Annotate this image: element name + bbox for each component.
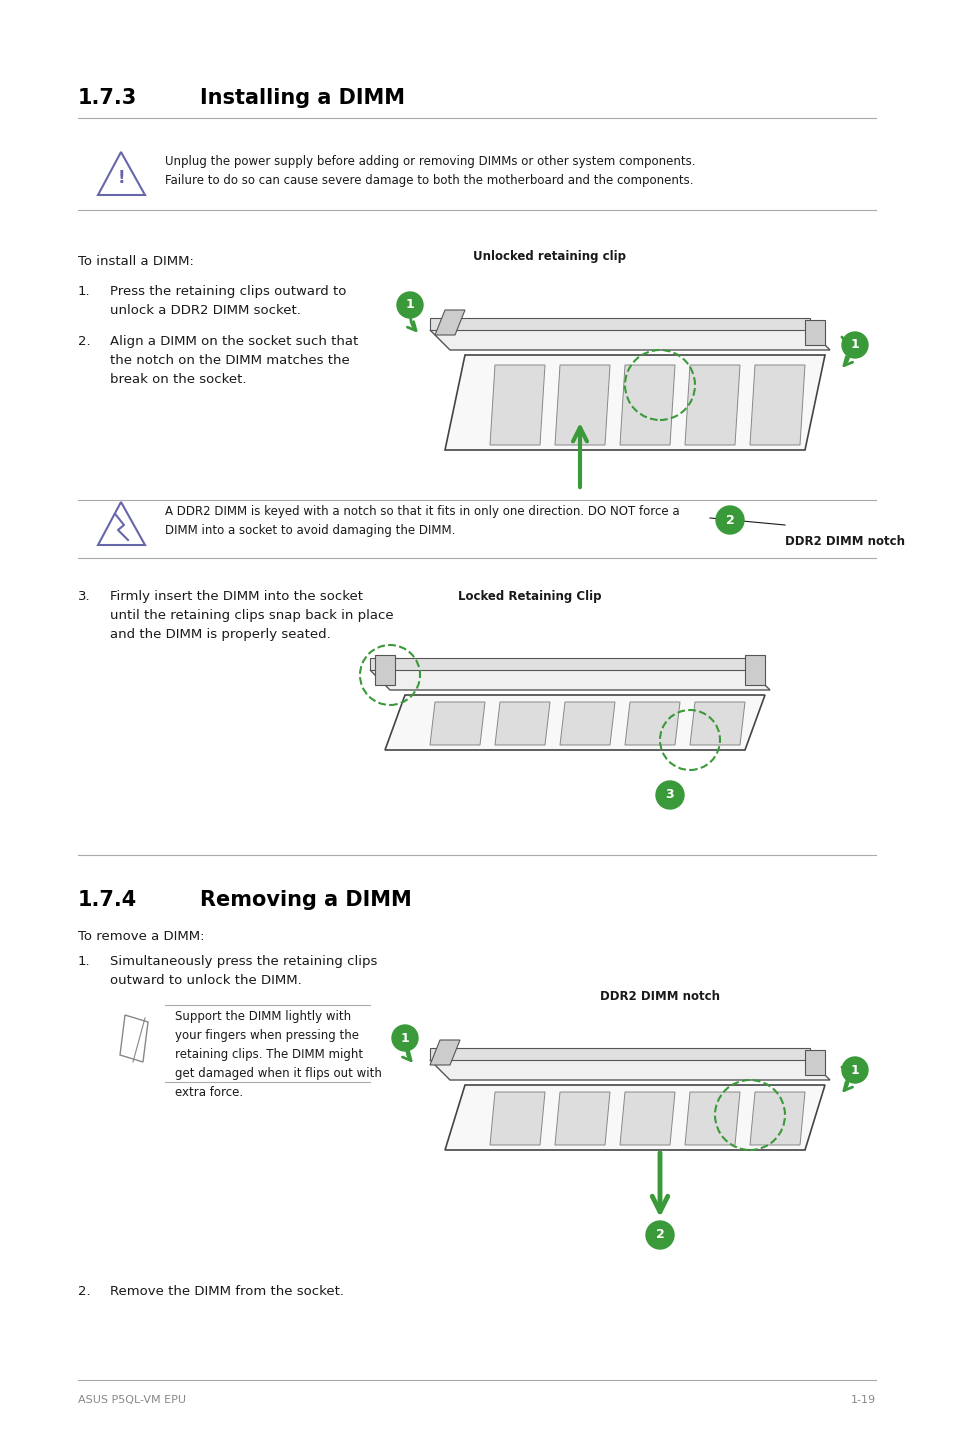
Polygon shape <box>444 355 824 450</box>
Text: 1.7.4: 1.7.4 <box>78 890 137 910</box>
Circle shape <box>392 1025 417 1051</box>
Text: Locked Retaining Clip: Locked Retaining Clip <box>457 590 601 603</box>
Text: Firmly insert the DIMM into the socket
until the retaining clips snap back in pl: Firmly insert the DIMM into the socket u… <box>110 590 394 641</box>
Polygon shape <box>624 702 679 745</box>
Text: To install a DIMM:: To install a DIMM: <box>78 255 193 267</box>
Text: 1: 1 <box>850 338 859 351</box>
Polygon shape <box>430 1060 829 1080</box>
Text: 1: 1 <box>850 1064 859 1077</box>
Polygon shape <box>370 659 749 670</box>
Circle shape <box>841 332 867 358</box>
Polygon shape <box>490 1091 544 1145</box>
Text: 2: 2 <box>655 1228 663 1241</box>
Text: 3: 3 <box>665 788 674 801</box>
Polygon shape <box>430 329 829 349</box>
Text: A DDR2 DIMM is keyed with a notch so that it fits in only one direction. DO NOT : A DDR2 DIMM is keyed with a notch so tha… <box>165 505 679 536</box>
Polygon shape <box>555 365 609 444</box>
Text: Support the DIMM lightly with
your fingers when pressing the
retaining clips. Th: Support the DIMM lightly with your finge… <box>174 1009 381 1099</box>
Polygon shape <box>559 702 615 745</box>
Polygon shape <box>495 702 550 745</box>
Text: Unlocked retaining clip: Unlocked retaining clip <box>473 250 626 263</box>
Text: 1.: 1. <box>78 285 91 298</box>
Polygon shape <box>744 654 764 684</box>
Polygon shape <box>749 365 804 444</box>
Polygon shape <box>689 702 744 745</box>
Text: 3.: 3. <box>78 590 91 603</box>
Polygon shape <box>430 1048 809 1060</box>
Text: Align a DIMM on the socket such that
the notch on the DIMM matches the
break on : Align a DIMM on the socket such that the… <box>110 335 358 385</box>
Text: To remove a DIMM:: To remove a DIMM: <box>78 930 204 943</box>
Circle shape <box>716 506 743 533</box>
Polygon shape <box>555 1091 609 1145</box>
Text: 1-19: 1-19 <box>850 1395 875 1405</box>
Polygon shape <box>385 695 764 751</box>
Polygon shape <box>435 311 464 335</box>
Circle shape <box>396 292 422 318</box>
Polygon shape <box>619 365 675 444</box>
Text: 1.: 1. <box>78 955 91 968</box>
Polygon shape <box>684 1091 740 1145</box>
Text: Remove the DIMM from the socket.: Remove the DIMM from the socket. <box>110 1286 344 1299</box>
Text: 2.: 2. <box>78 1286 91 1299</box>
Text: 1: 1 <box>400 1031 409 1044</box>
Text: DDR2 DIMM notch: DDR2 DIMM notch <box>784 535 904 548</box>
Circle shape <box>841 1057 867 1083</box>
Polygon shape <box>684 365 740 444</box>
Polygon shape <box>370 670 769 690</box>
Text: Simultaneously press the retaining clips
outward to unlock the DIMM.: Simultaneously press the retaining clips… <box>110 955 377 986</box>
Text: Removing a DIMM: Removing a DIMM <box>200 890 412 910</box>
Text: Press the retaining clips outward to
unlock a DDR2 DIMM socket.: Press the retaining clips outward to unl… <box>110 285 346 316</box>
Text: !: ! <box>117 170 125 187</box>
Text: 1: 1 <box>405 299 414 312</box>
Polygon shape <box>804 321 824 345</box>
Circle shape <box>656 781 683 810</box>
Text: ASUS P5QL-VM EPU: ASUS P5QL-VM EPU <box>78 1395 186 1405</box>
Text: 1.7.3: 1.7.3 <box>78 88 137 108</box>
Text: Installing a DIMM: Installing a DIMM <box>200 88 405 108</box>
Text: 2: 2 <box>725 513 734 526</box>
Polygon shape <box>430 318 809 329</box>
Text: DDR2 DIMM notch: DDR2 DIMM notch <box>599 989 720 1002</box>
Text: Unplug the power supply before adding or removing DIMMs or other system componen: Unplug the power supply before adding or… <box>165 155 695 187</box>
Circle shape <box>645 1221 673 1250</box>
Polygon shape <box>804 1050 824 1076</box>
Polygon shape <box>430 702 484 745</box>
Polygon shape <box>490 365 544 444</box>
Polygon shape <box>375 654 395 684</box>
Polygon shape <box>430 1040 459 1066</box>
Polygon shape <box>619 1091 675 1145</box>
Text: 2.: 2. <box>78 335 91 348</box>
Polygon shape <box>444 1086 824 1150</box>
Polygon shape <box>749 1091 804 1145</box>
